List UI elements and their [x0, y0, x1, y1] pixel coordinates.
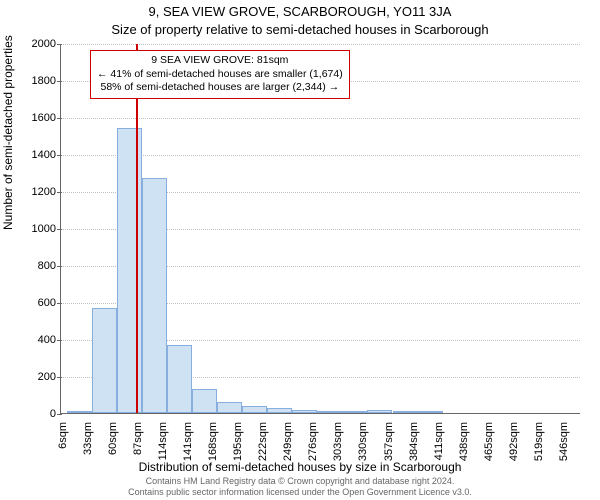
y-axis-label: Number of semi-detached properties	[1, 35, 15, 230]
histogram-bar	[292, 410, 317, 413]
annotation-line-2: ← 41% of semi-detached houses are smalle…	[97, 68, 343, 82]
histogram-bar	[192, 389, 217, 413]
subject-property-marker	[136, 44, 138, 413]
annotation-line-3: 58% of semi-detached houses are larger (…	[97, 81, 343, 95]
histogram-bar	[418, 411, 443, 413]
y-tick-label: 600	[6, 297, 56, 309]
histogram-bar	[67, 411, 92, 413]
chart-subtitle: Size of property relative to semi-detach…	[0, 22, 600, 37]
y-tick-label: 1800	[6, 75, 56, 87]
histogram-bar	[367, 410, 392, 413]
y-tick-label: 2000	[6, 38, 56, 50]
histogram-bar	[317, 411, 342, 413]
y-tick-label: 200	[6, 371, 56, 383]
x-axis-label: Distribution of semi-detached houses by …	[0, 460, 600, 474]
footer-line-2: Contains public sector information licen…	[0, 487, 600, 498]
property-size-chart: 9, SEA VIEW GROVE, SCARBOROUGH, YO11 3JA…	[0, 0, 600, 500]
y-tick-label: 1200	[6, 186, 56, 198]
property-annotation-box: 9 SEA VIEW GROVE: 81sqm ← 41% of semi-de…	[90, 50, 350, 99]
histogram-bar	[92, 308, 117, 413]
footer-line-1: Contains HM Land Registry data © Crown c…	[0, 476, 600, 487]
y-tick-label: 1600	[6, 112, 56, 124]
histogram-bar	[167, 345, 192, 413]
gridline	[61, 44, 580, 45]
chart-title-address: 9, SEA VIEW GROVE, SCARBOROUGH, YO11 3JA	[0, 4, 600, 19]
plot-area	[60, 44, 580, 414]
histogram-bar	[393, 411, 418, 413]
gridline	[61, 118, 580, 119]
y-tick-label: 1400	[6, 149, 56, 161]
histogram-bar	[267, 408, 292, 413]
y-tick-label: 800	[6, 260, 56, 272]
attribution-footer: Contains HM Land Registry data © Crown c…	[0, 476, 600, 498]
histogram-bar	[342, 411, 367, 413]
histogram-bar	[242, 406, 267, 413]
annotation-line-1: 9 SEA VIEW GROVE: 81sqm	[97, 54, 343, 68]
y-tick-label: 400	[6, 334, 56, 346]
y-tick-label: 1000	[6, 223, 56, 235]
histogram-bar	[142, 178, 167, 413]
y-tick-label: 0	[6, 408, 56, 420]
histogram-bar	[217, 402, 242, 413]
